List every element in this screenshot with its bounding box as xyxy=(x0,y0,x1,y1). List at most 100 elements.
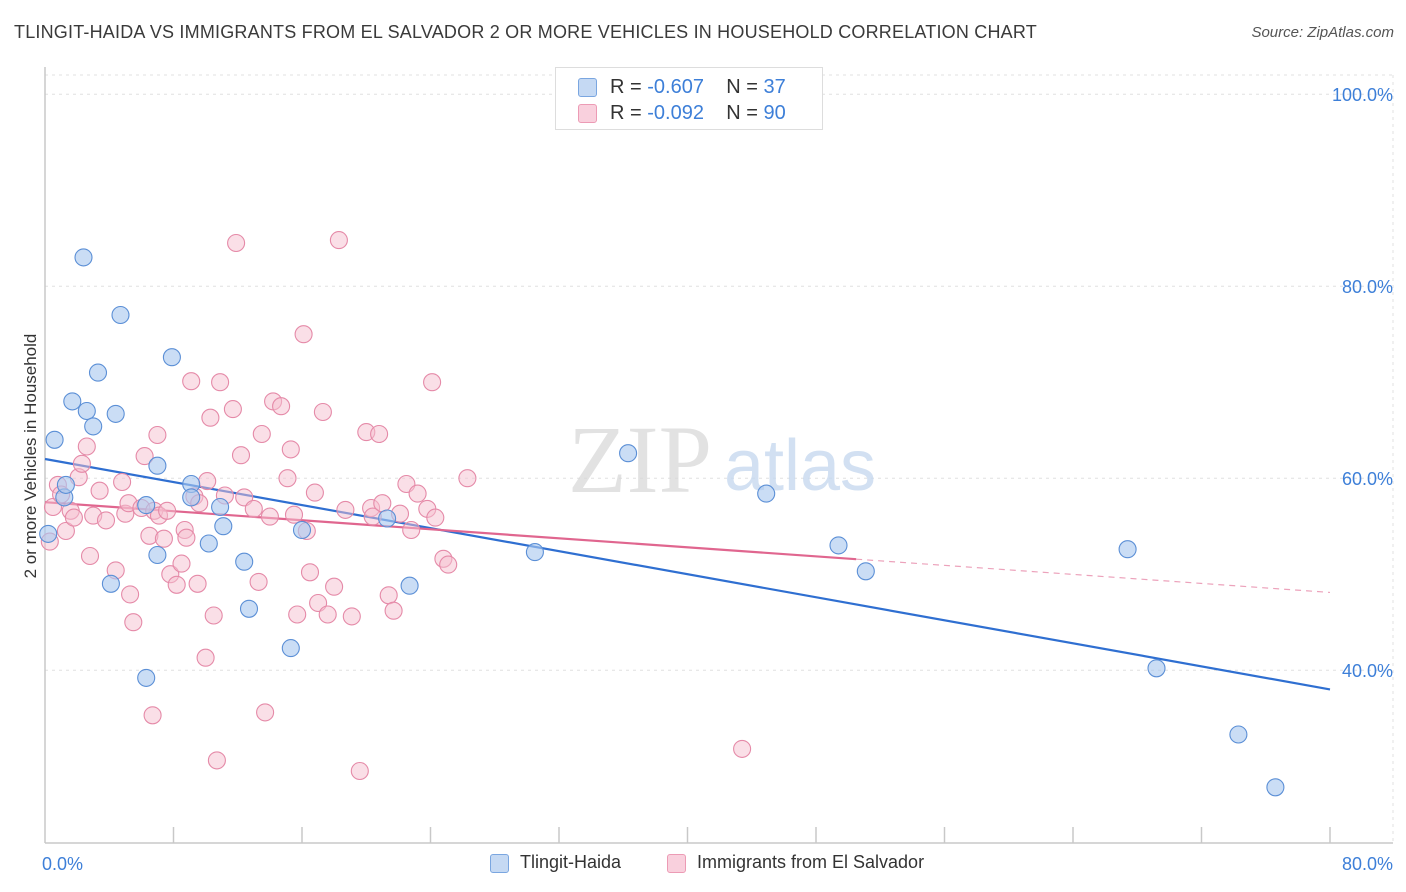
series-name: Immigrants from El Salvador xyxy=(697,852,925,872)
data-point-blue xyxy=(137,668,156,687)
data-point-pink xyxy=(281,440,300,459)
trend-line-extension-pink xyxy=(856,558,1331,594)
data-point-pink xyxy=(64,508,83,527)
legend-swatch-pink xyxy=(667,854,686,873)
data-point-pink xyxy=(182,372,201,391)
data-point-pink xyxy=(313,402,332,422)
trend-line-blue xyxy=(44,457,1331,691)
r-value: -0.092 xyxy=(647,102,704,124)
data-point-pink xyxy=(272,397,291,416)
data-point-blue xyxy=(525,543,544,562)
data-point-pink xyxy=(342,607,361,626)
data-point-pink xyxy=(260,507,279,526)
data-point-pink xyxy=(198,472,217,491)
data-point-blue xyxy=(148,456,167,475)
data-point-pink xyxy=(294,325,313,344)
legend-swatch-blue xyxy=(578,78,597,97)
y-tick-label: 60.0% xyxy=(1342,469,1393,489)
data-point-pink xyxy=(336,500,355,519)
data-point-blue xyxy=(239,599,259,618)
data-point-pink xyxy=(408,484,427,503)
data-point-pink xyxy=(177,528,196,547)
series-name: Tlingit-Haida xyxy=(520,852,622,872)
data-point-pink xyxy=(188,574,207,593)
data-point-blue xyxy=(400,576,419,595)
data-point-pink xyxy=(439,555,458,574)
data-point-pink xyxy=(373,494,392,513)
data-point-pink xyxy=(231,446,251,465)
legend-text: R = -0.092 N = 90 xyxy=(610,102,786,125)
data-point-blue xyxy=(1147,659,1166,678)
trend-line-pink xyxy=(44,501,857,561)
n-label: N = xyxy=(726,76,758,98)
data-point-blue xyxy=(77,401,96,421)
data-points xyxy=(39,231,1285,797)
data-point-pink xyxy=(113,472,132,492)
data-point-pink xyxy=(384,601,403,620)
data-point-pink xyxy=(284,505,304,524)
data-point-blue xyxy=(162,348,181,367)
n-label: N = xyxy=(726,102,758,124)
data-point-pink xyxy=(223,400,242,419)
data-point-pink xyxy=(172,554,191,573)
data-point-pink xyxy=(350,761,369,781)
data-point-pink xyxy=(249,572,268,591)
data-point-blue xyxy=(111,305,130,325)
data-point-pink xyxy=(370,424,389,444)
data-point-pink xyxy=(325,577,344,596)
correlation-legend: R = -0.607 N = 37 R = -0.092 N = 90 xyxy=(555,67,823,130)
data-point-pink xyxy=(288,605,307,624)
watermark-zip: ZIP xyxy=(568,406,712,513)
r-value: -0.607 xyxy=(647,76,704,98)
x-tick-label: 80.0% xyxy=(1342,854,1393,874)
r-label: R = xyxy=(610,102,642,124)
data-point-pink xyxy=(143,706,162,725)
data-point-blue xyxy=(235,552,254,571)
data-point-pink xyxy=(252,424,271,444)
data-point-blue xyxy=(757,484,776,503)
legend-swatch-blue xyxy=(490,854,509,873)
data-point-pink xyxy=(77,437,96,456)
data-point-blue xyxy=(182,488,201,507)
data-point-pink xyxy=(90,481,109,500)
data-point-pink xyxy=(148,425,167,445)
data-point-pink xyxy=(318,605,337,624)
data-point-pink xyxy=(207,751,226,770)
data-point-blue xyxy=(856,562,875,581)
chart-source: Source: ZipAtlas.com xyxy=(1251,24,1394,41)
data-point-pink xyxy=(300,563,320,582)
data-point-pink xyxy=(96,511,116,530)
data-point-pink xyxy=(158,501,177,520)
data-point-blue xyxy=(106,404,125,423)
data-point-blue xyxy=(281,639,300,658)
data-point-blue xyxy=(214,517,233,536)
data-point-blue xyxy=(63,392,82,411)
data-point-pink xyxy=(227,233,246,253)
data-point-blue xyxy=(74,248,93,267)
trend-lines xyxy=(44,457,1331,691)
data-point-pink xyxy=(124,613,143,632)
data-point-pink xyxy=(305,483,324,502)
data-point-pink xyxy=(426,508,445,527)
data-point-blue xyxy=(148,545,167,565)
data-point-pink xyxy=(211,373,230,392)
legend-swatch-pink xyxy=(578,104,597,123)
data-point-pink xyxy=(56,521,75,541)
data-point-pink xyxy=(121,585,140,604)
r-label: R = xyxy=(610,76,642,98)
data-point-blue xyxy=(619,444,638,463)
data-point-pink xyxy=(204,606,223,625)
data-point-pink xyxy=(244,499,263,518)
data-point-blue xyxy=(39,524,58,543)
data-point-pink xyxy=(154,529,173,548)
y-tick-label: 80.0% xyxy=(1342,277,1393,297)
data-point-pink xyxy=(329,231,348,250)
tick-labels: 100.0% 80.0% 60.0% 40.0% 0.0% 80.0% xyxy=(42,85,1393,874)
legend-text: R = -0.607 N = 37 xyxy=(610,76,786,99)
n-value: 90 xyxy=(763,102,786,124)
data-point-blue xyxy=(211,497,230,517)
data-point-pink xyxy=(733,739,752,758)
data-point-blue xyxy=(88,363,108,382)
watermark-atlas: atlas xyxy=(724,426,876,506)
